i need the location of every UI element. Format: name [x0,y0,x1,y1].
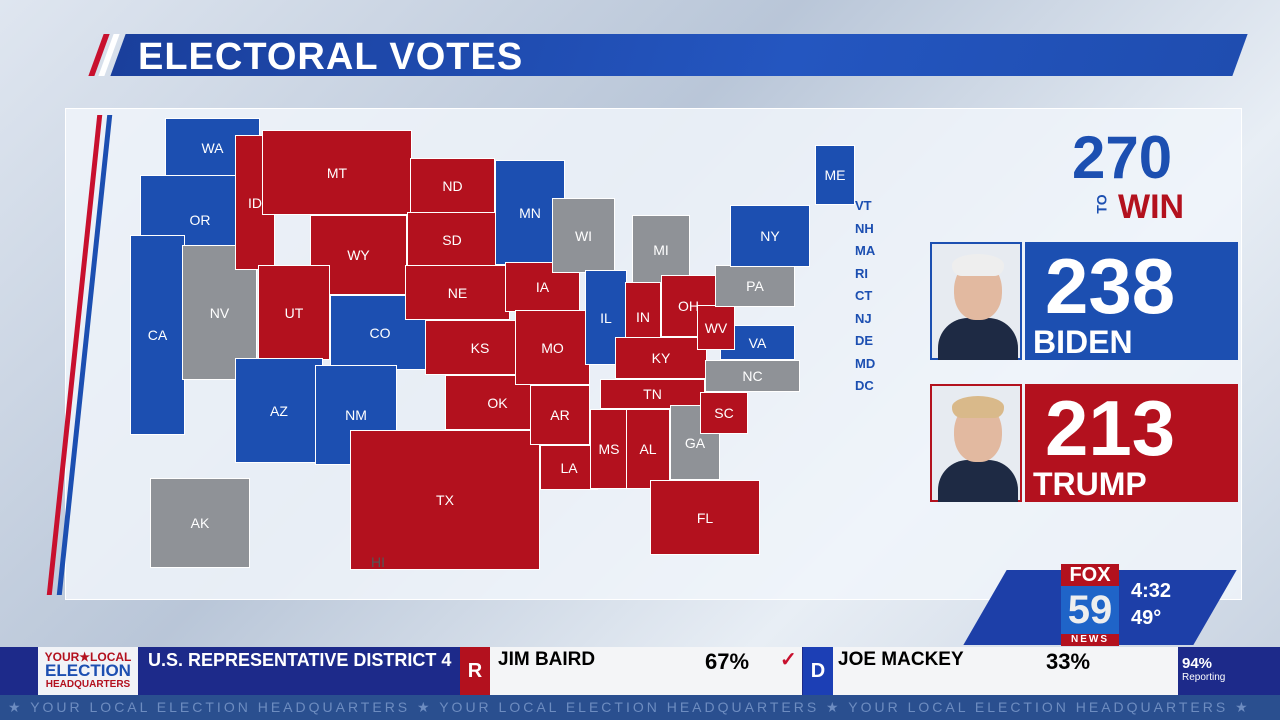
race-title: U.S. REPRESENTATIVE DISTRICT 4 [148,650,452,670]
candidate-card-trump: 213 TRUMP [910,384,1238,502]
party-badge-r: R [460,647,490,695]
state-al: AL [626,409,670,489]
state-ky: KY [615,337,707,379]
biden-name: BIDEN [1033,324,1133,360]
crawl-ticker: ★ YOUR LOCAL ELECTION HEADQUARTERS ★ YOU… [0,695,1280,720]
state-nd: ND [410,158,495,213]
time: 4:32 [1131,580,1172,602]
reporting-pct: 94% [1182,655,1213,672]
state-wv: WV [697,305,735,350]
small-state-ma: MA [855,243,876,258]
state-ms: MS [590,409,628,489]
state-ny: NY [730,205,810,267]
to-label: TO [1093,194,1110,214]
state-pa: PA [715,265,795,307]
small-state-ct: CT [855,288,873,303]
state-fl: FL [650,480,760,555]
small-state-de: DE [855,333,874,348]
small-state-nj: NJ [855,310,872,326]
state-ne: NE [405,265,510,320]
small-state-ri: RI [855,265,868,281]
state-hi: HI [371,554,385,570]
state-ut: UT [258,265,330,360]
candidate-card-biden: 238 BIDEN [910,242,1238,360]
state-sc: SC [700,392,748,434]
fox59-logo: FOX 59 NEWS [1061,564,1119,646]
win-label: WIN [1118,188,1185,226]
small-state-md: MD [855,355,876,371]
trump-votes: 213 [1045,384,1176,472]
state-ca: CA [130,235,185,435]
small-state-vt: VT [855,198,872,213]
state-mi: MI [632,215,690,285]
state-mt: MT [262,130,412,215]
reporting-label: Reporting [1182,672,1226,683]
biden-photo [930,242,1022,360]
state-tx: TX [350,430,540,570]
state-wi: WI [552,198,615,273]
candidate-row-baird: JIM BAIRD 67% ✓ [490,647,802,695]
page-title: ELECTORAL VOTES [138,36,524,78]
state-tn: TN [600,379,705,409]
state-mo: MO [515,310,590,385]
270-number: 270 [1072,124,1173,191]
small-state-nh: NH [855,220,874,236]
trump-photo [930,384,1022,502]
state-ar: AR [530,385,590,445]
biden-votes: 238 [1045,242,1176,330]
state-az: AZ [235,358,323,463]
election-hq-logo: YOUR★LOCAL ELECTION HEADQUARTERS [38,647,138,695]
state-me: ME [815,145,855,205]
state-nc: NC [705,360,800,392]
party-badge-d: D [803,647,833,695]
small-state-dc: DC [855,378,874,393]
state-sd: SD [407,212,497,267]
temperature: 49° [1131,607,1162,629]
state-ak: AK [150,478,250,568]
winner-check-icon: ✓ [780,649,797,671]
trump-name: TRUMP [1033,466,1147,502]
candidate-row-mackey: JOE MACKEY 33% [833,647,1178,695]
